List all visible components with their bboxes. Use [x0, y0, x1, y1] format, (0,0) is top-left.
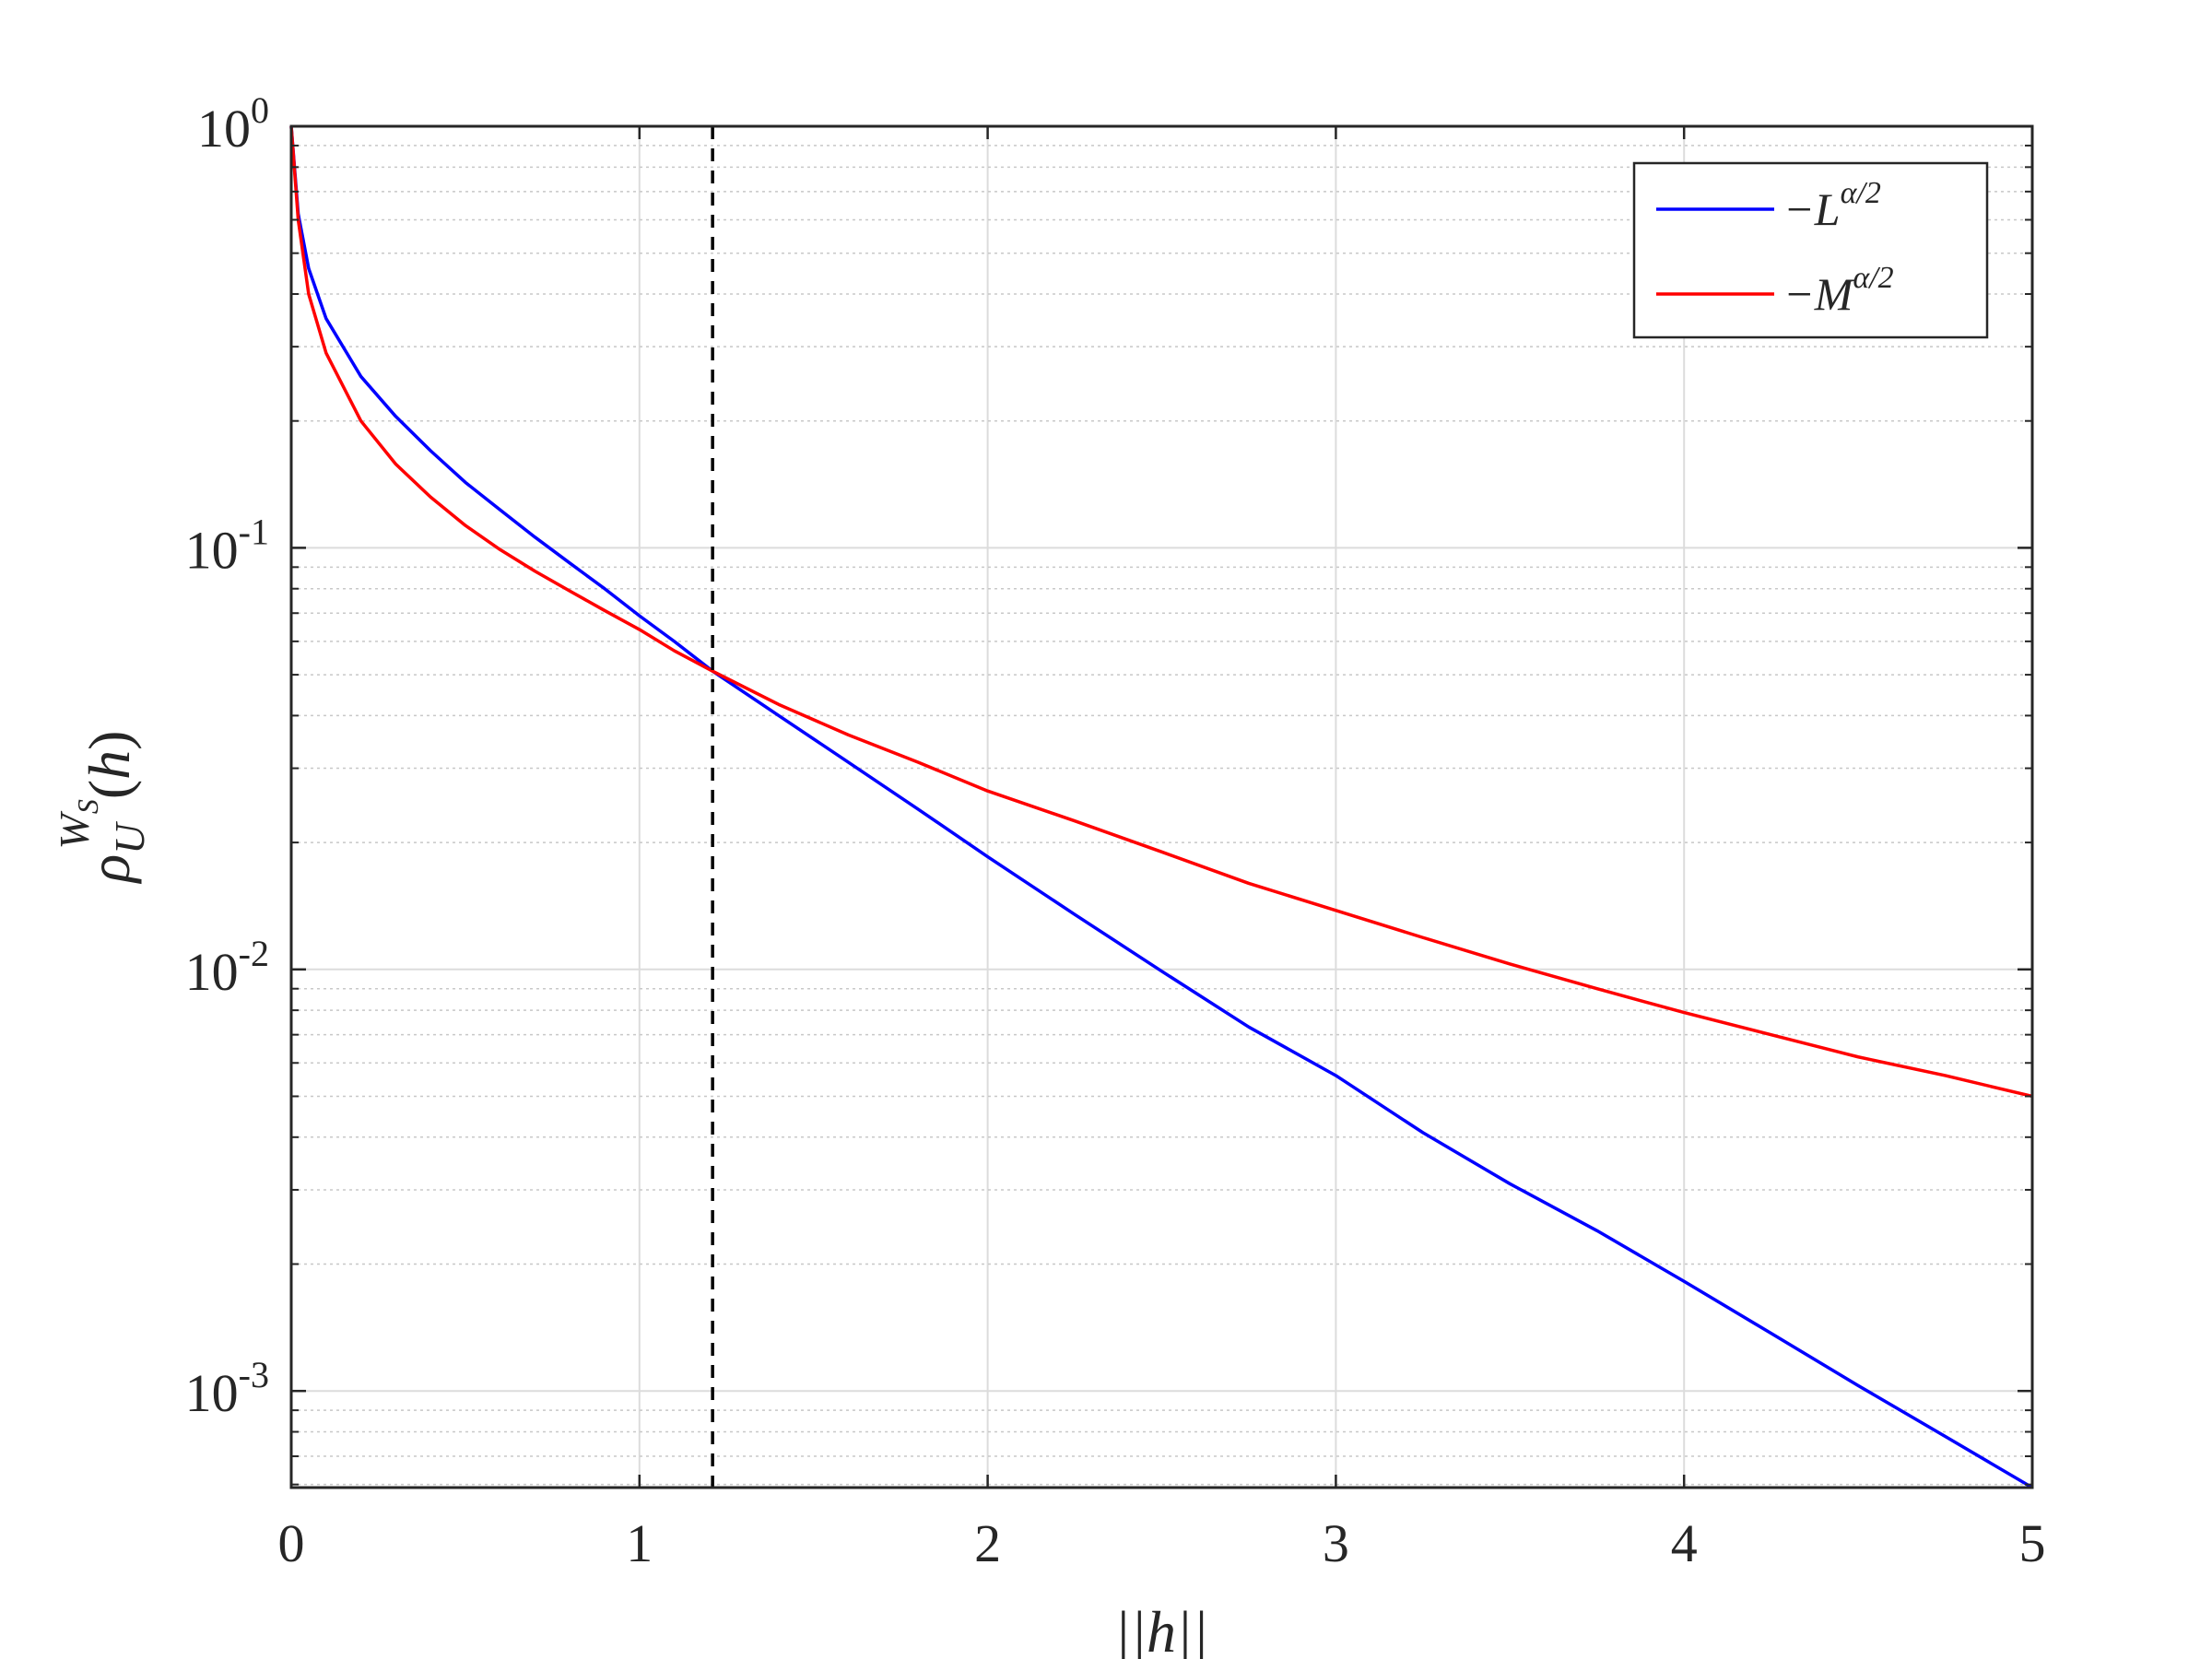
y-tick-label-base: 10 — [185, 1363, 239, 1423]
y-axis-label-arg: ( — [76, 780, 142, 799]
x-axis-label: ||h|| — [1114, 1599, 1208, 1659]
y-tick-label: 10-3 — [185, 1354, 269, 1423]
x-tick-label: 2 — [974, 1513, 1001, 1573]
y-axis-label-sup-sub: S — [71, 799, 104, 814]
legend-label-base: −M — [1783, 268, 1855, 320]
legend-label-exp: α/2 — [1841, 176, 1881, 210]
y-tick-label: 10-1 — [185, 511, 269, 580]
legend-label-exp: α/2 — [1853, 261, 1893, 295]
x-tick-label: 3 — [1323, 1513, 1349, 1573]
x-tick-label: 0 — [278, 1513, 305, 1573]
series-line-1 — [289, 125, 2033, 1099]
legend: −Lα/2−Mα/2 — [1632, 161, 1989, 339]
series-line-0 — [289, 125, 2033, 1489]
legend-label-1: −Mα/2 — [1783, 261, 1894, 320]
y-axis-label-close: ) — [76, 731, 142, 750]
y-axis-label: ρUWS(h) — [51, 731, 153, 885]
legend-label-base: −L — [1783, 183, 1841, 235]
plot-frame — [289, 124, 2034, 1489]
y-tick-label: 100 — [197, 89, 269, 159]
y-tick-label: 10-2 — [185, 933, 269, 1002]
legend-label-0: −Lα/2 — [1783, 176, 1881, 235]
y-tick-label-exp: -1 — [239, 511, 269, 552]
x-tick-label: 1 — [626, 1513, 653, 1573]
y-tick-label-base: 10 — [197, 99, 251, 159]
y-axis-label-rho: ρ — [76, 854, 142, 885]
y-tick-label-base: 10 — [185, 942, 239, 1002]
y-axis-label-sub: U — [106, 821, 153, 854]
legend-box — [1632, 161, 1989, 339]
y-tick-label-exp: -2 — [239, 933, 269, 974]
x-tick-label: 4 — [1671, 1513, 1698, 1573]
plot-area — [291, 126, 2032, 1488]
y-tick-label-base: 10 — [185, 520, 239, 580]
y-axis-label-sup: W — [51, 811, 98, 850]
series-group — [289, 125, 2033, 1489]
y-tick-label-exp: 0 — [251, 89, 269, 131]
x-tick-label: 5 — [2019, 1513, 2046, 1573]
y-axis-label-h: h — [76, 750, 142, 780]
y-tick-label-exp: -3 — [239, 1354, 269, 1395]
svg-text:ρUWS(h): ρUWS(h) — [51, 731, 153, 885]
ticks — [289, 124, 2034, 1488]
